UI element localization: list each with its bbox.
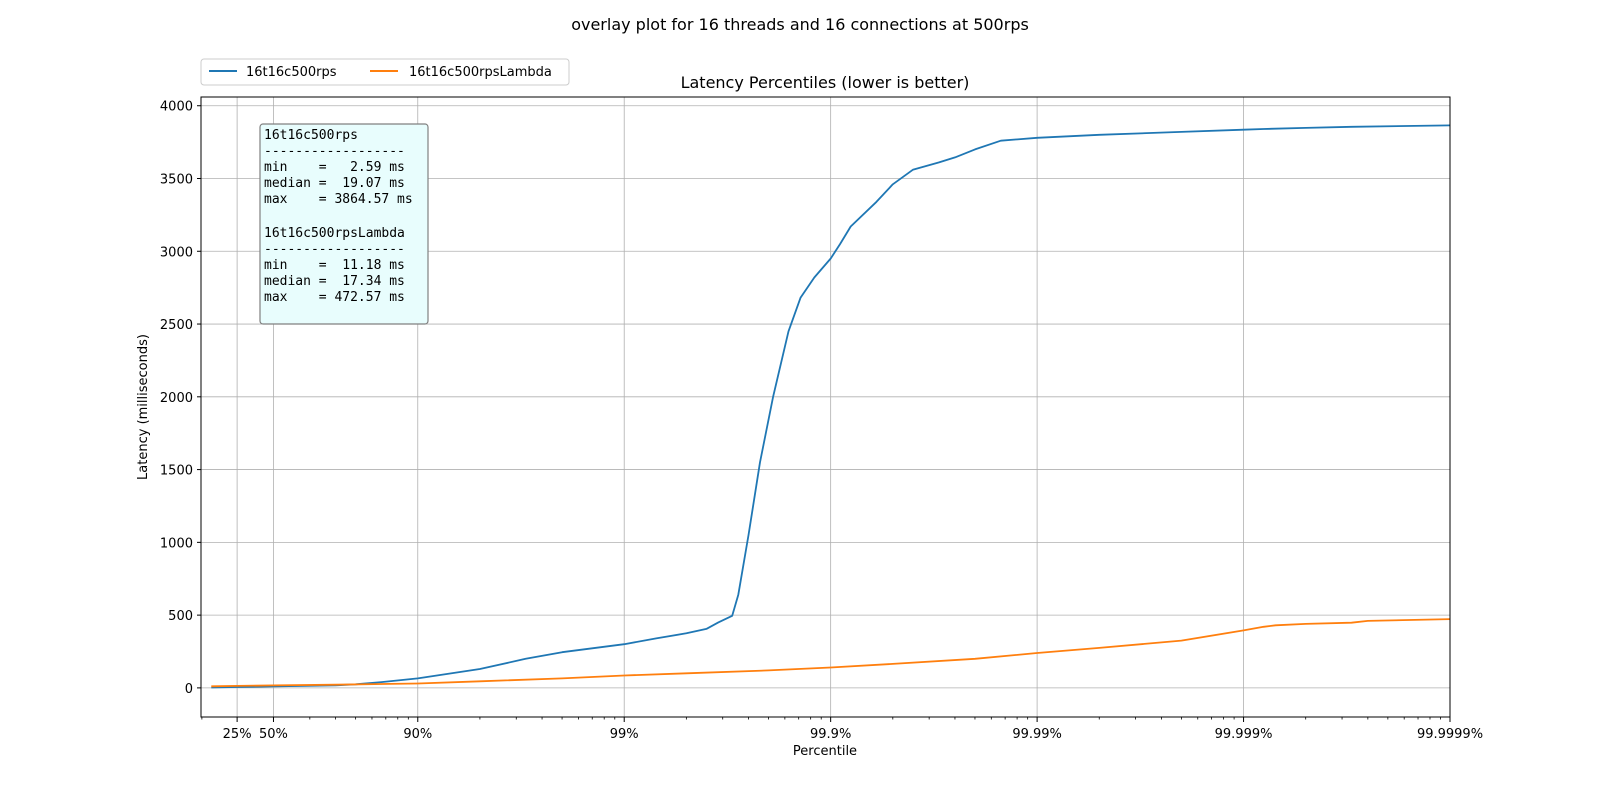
series-line-2 xyxy=(211,618,1451,688)
plot-frame xyxy=(200,96,1451,718)
x-axis-label: Percentile xyxy=(793,744,857,759)
stats-line: ------------------ xyxy=(264,242,405,257)
stats-line: ------------------ xyxy=(264,144,405,159)
x-tick-label: 50% xyxy=(259,727,288,742)
y-tick-label: 2000 xyxy=(160,391,193,406)
stats-line: min = 2.59 ms xyxy=(264,160,405,175)
y-tick-label: 0 xyxy=(185,682,193,697)
stats-line: min = 11.18 ms xyxy=(264,258,405,273)
x-tick-label: 99.9999% xyxy=(1417,727,1483,742)
series-line-1 xyxy=(211,124,1451,689)
stats-line: 16t16c500rps xyxy=(264,128,358,143)
y-axis-label: Latency (milliseconds) xyxy=(136,334,151,480)
legend: 16t16c500rps 16t16c500rpsLambda xyxy=(200,58,570,86)
stats-box-frame xyxy=(259,123,429,325)
x-tick-label: 99.999% xyxy=(1215,727,1273,742)
x-tick-label: 90% xyxy=(403,727,432,742)
stats-line: 16t16c500rpsLambda xyxy=(264,226,405,241)
y-tick-label: 2500 xyxy=(160,318,193,333)
stats-line: median = 17.34 ms xyxy=(264,274,405,289)
y-tick-label: 3000 xyxy=(160,245,193,260)
stats-line: max = 472.57 ms xyxy=(264,290,405,305)
stats-line: max = 3864.57 ms xyxy=(264,192,413,207)
chart-title: Latency Percentiles (lower is better) xyxy=(681,73,970,92)
stats-box: 16t16c500rps ------------------ min = 2.… xyxy=(259,123,429,325)
y-axis: 0 500 1000 1500 2000 2500 3000 3500 4000 xyxy=(160,100,201,697)
x-tick-label: 25% xyxy=(223,727,252,742)
legend-label-2: 16t16c500rpsLambda xyxy=(409,65,552,80)
legend-label-1: 16t16c500rps xyxy=(246,65,337,80)
x-tick-label: 99.99% xyxy=(1012,727,1062,742)
y-tick-label: 4000 xyxy=(160,100,193,115)
plot-series xyxy=(211,124,1451,689)
y-tick-label: 1500 xyxy=(160,464,193,479)
x-tick-label: 99.9% xyxy=(810,727,851,742)
figure-title: overlay plot for 16 threads and 16 conne… xyxy=(571,15,1029,34)
y-tick-label: 1000 xyxy=(160,536,193,551)
x-axis: 25% 50% 90% 99% 99.9% 99.99% 99.999% 99.9999% xyxy=(201,717,1483,742)
stats-line: median = 19.07 ms xyxy=(264,176,405,191)
y-tick-label: 500 xyxy=(168,609,193,624)
y-tick-label: 3500 xyxy=(160,173,193,188)
x-tick-label: 99% xyxy=(610,727,639,742)
